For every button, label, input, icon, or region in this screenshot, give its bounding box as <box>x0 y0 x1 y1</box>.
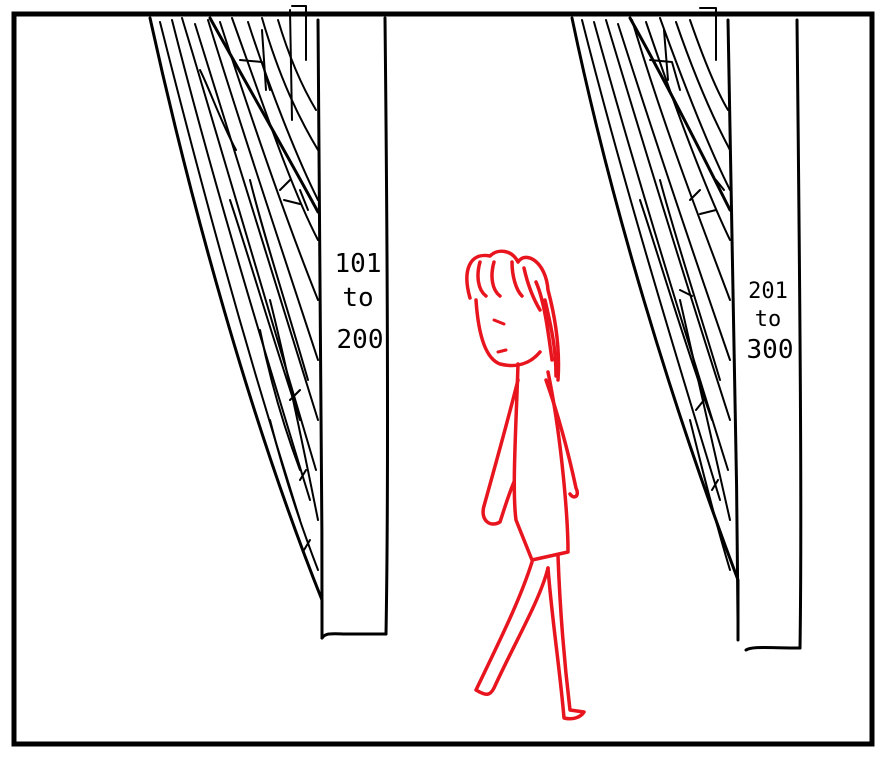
doorway-left <box>148 5 389 640</box>
walking-girl-icon <box>465 249 586 721</box>
doorway-right-label: 201 to 300 <box>747 279 794 365</box>
doorway-right <box>570 7 803 652</box>
girl-body <box>512 362 570 562</box>
doorway-left-label-line-1: 101 <box>335 249 382 279</box>
doorway-right-label-line-1: 201 <box>748 279 788 304</box>
girl-head <box>474 298 542 368</box>
girl-hair <box>465 249 561 382</box>
girl-leg-back <box>474 560 550 696</box>
panel-border <box>11 11 875 747</box>
doorway-left-label-line-3: 200 <box>337 325 384 355</box>
doorway-right-label-line-2: to <box>755 307 782 332</box>
doorway-right-label-line-3: 300 <box>747 335 794 365</box>
girl-leg-front <box>546 554 586 721</box>
doorway-left-label: 101 to 200 <box>335 249 384 355</box>
doorway-left-label-line-2: to <box>342 283 373 313</box>
